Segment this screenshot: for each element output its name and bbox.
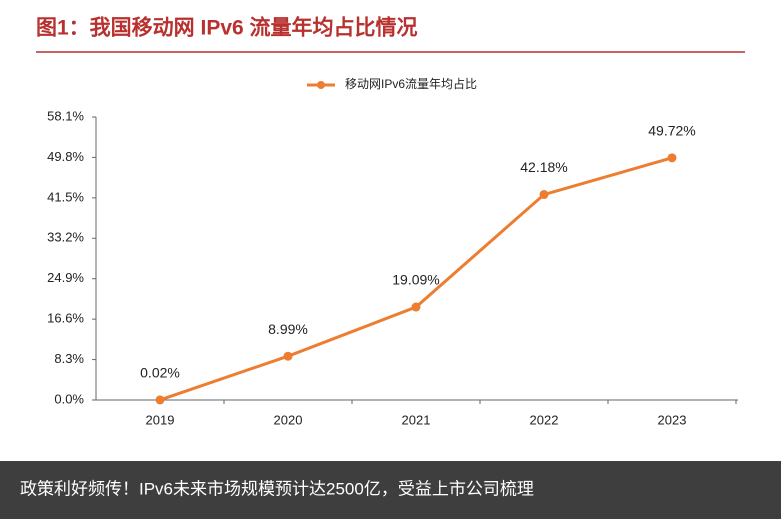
x-tick-label: 2022 bbox=[530, 412, 559, 427]
plot: 0.0% 8.3% 16.6% 24.9% 33.2% 41.5% 49.8% 58.1% 20… bbox=[47, 76, 737, 427]
chart-title: 图1：我国移动网 IPv6 流量年均占比情况 bbox=[36, 16, 418, 40]
y-tick-label: 41.5% bbox=[47, 189, 84, 204]
legend-marker bbox=[317, 81, 325, 89]
data-label: 49.72% bbox=[648, 123, 695, 139]
data-label: 8.99% bbox=[268, 321, 308, 337]
banner-bg bbox=[0, 461, 781, 519]
y-tick-label: 16.6% bbox=[47, 311, 84, 326]
data-label: 19.09% bbox=[392, 272, 439, 288]
legend-label: 移动网IPv6流量年均占比 bbox=[345, 76, 477, 91]
point bbox=[411, 302, 421, 312]
y-tick-label: 49.8% bbox=[47, 149, 84, 164]
x-tick-label: 2023 bbox=[658, 412, 687, 427]
banner-text: 政策利好频传！IPv6未来市场规模预计达2500亿，受益上市公司梳理 bbox=[20, 479, 534, 498]
y-tick-label: 58.1% bbox=[47, 108, 84, 123]
x-tick-label: 2021 bbox=[402, 412, 431, 427]
point bbox=[667, 153, 677, 163]
y-tick-label: 33.2% bbox=[47, 230, 84, 245]
y-tick-label: 24.9% bbox=[47, 270, 84, 285]
data-label: 42.18% bbox=[520, 159, 567, 175]
point bbox=[155, 395, 165, 405]
x-tick-label: 2020 bbox=[274, 412, 303, 427]
y-tick-label: 0.0% bbox=[54, 391, 84, 406]
y-tick-label: 8.3% bbox=[54, 351, 84, 366]
x-tick-label: 2019 bbox=[146, 412, 175, 427]
data-label: 0.02% bbox=[140, 365, 180, 381]
point bbox=[539, 190, 549, 200]
point bbox=[283, 351, 293, 361]
